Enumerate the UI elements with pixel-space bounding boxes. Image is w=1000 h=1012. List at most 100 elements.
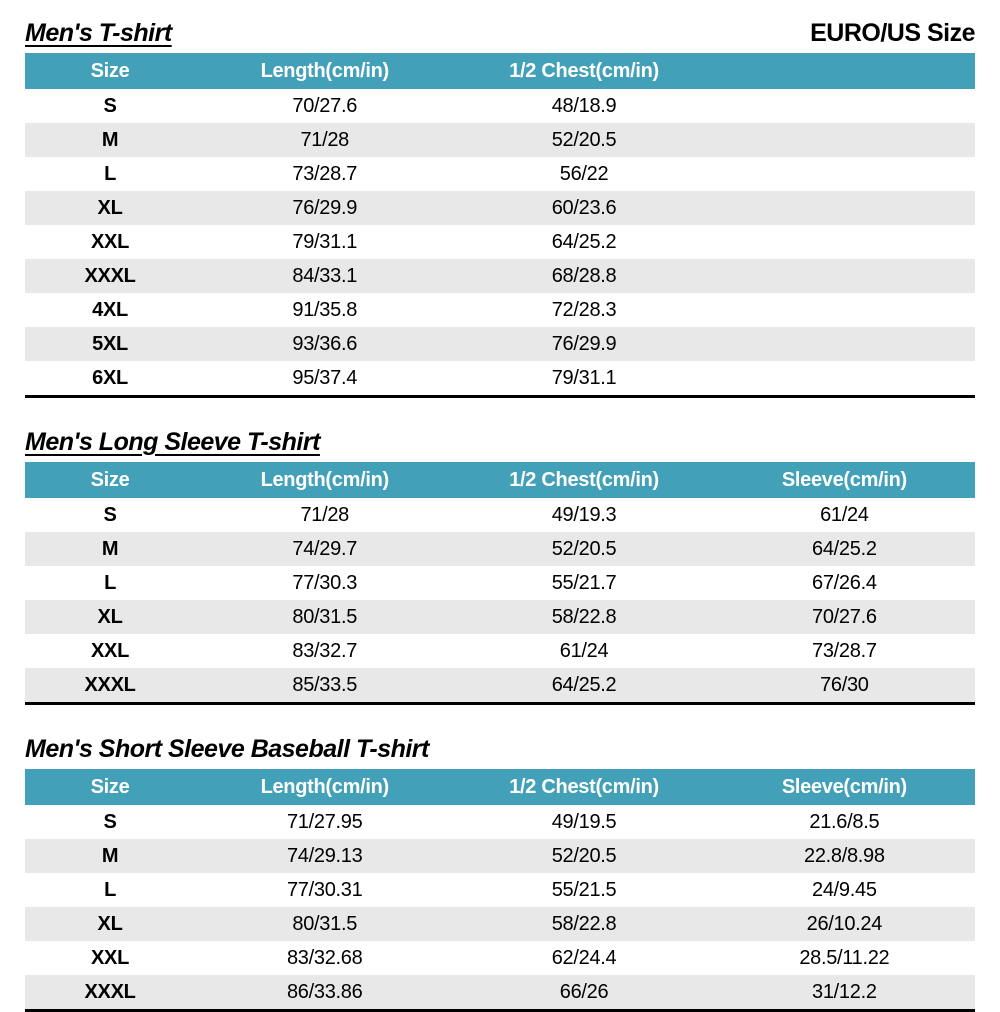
table-row: XXL 83/32.7 61/24 73/28.7 [25, 634, 975, 668]
value-cell: 71/28 [300, 128, 349, 151]
value-cell: 76/29.9 [551, 332, 617, 355]
value-cell: 70/27.6 [812, 605, 877, 628]
value-cell: 49/19.5 [551, 810, 617, 833]
value-cell: 73/28.7 [292, 162, 358, 185]
value-cell: 80/31.5 [292, 912, 358, 935]
value-cell: 67/26.4 [812, 571, 877, 594]
table-row: XL 80/31.5 58/22.8 26/10.24 [25, 907, 975, 941]
value-cell: 83/32.7 [292, 639, 358, 662]
header-cell: 1/2 Chest(cm/in) [509, 59, 659, 82]
value-cell: 66/26 [559, 980, 609, 1003]
header-cell: Length(cm/in) [260, 59, 390, 82]
table-row: XXXL 84/33.1 68/28.8 [25, 259, 975, 293]
value-cell: 77/30.3 [292, 571, 358, 594]
value-cell: 72/28.3 [551, 298, 617, 321]
value-cell: 28.5/11.22 [799, 946, 890, 969]
value-cell: 68/28.8 [551, 264, 617, 287]
size-cell: 4XL [92, 298, 128, 321]
header-cell: 1/2 Chest(cm/in) [509, 775, 659, 798]
size-cell: XL [97, 605, 123, 628]
header-cell: 1/2 Chest(cm/in) [509, 468, 659, 491]
size-cell: XXL [91, 639, 130, 662]
value-cell: 62/24.4 [551, 946, 617, 969]
mens-long-sleeve-title-row: Men's Long Sleeve T-shirt [25, 425, 975, 456]
size-cell: XXL [91, 230, 130, 253]
header-row: Size Length(cm/in) 1/2 Chest(cm/in) [25, 53, 975, 89]
size-cell: L [104, 571, 116, 594]
value-cell: 61/24 [559, 639, 609, 662]
table-row: XXXL 85/33.5 64/25.2 76/30 [25, 668, 975, 702]
value-cell: 85/33.5 [292, 673, 358, 696]
value-cell: 74/29.13 [286, 844, 363, 867]
table-row: XXL 79/31.1 64/25.2 [25, 225, 975, 259]
size-cell: S [103, 810, 117, 833]
table-row: XL 76/29.9 60/23.6 [25, 191, 975, 225]
value-cell: 64/25.2 [551, 673, 617, 696]
value-cell: 60/23.6 [551, 196, 617, 219]
size-cell: M [101, 844, 119, 867]
value-cell: 58/22.8 [551, 605, 617, 628]
value-cell: 71/27.95 [286, 810, 363, 833]
header-cell: Size [90, 775, 130, 798]
value-cell: 86/33.86 [286, 980, 363, 1003]
value-cell: 55/21.5 [551, 878, 617, 901]
value-cell: 52/20.5 [551, 844, 617, 867]
mens-long-sleeve-title: Men's Long Sleeve T-shirt [25, 427, 320, 456]
size-cell: L [104, 162, 116, 185]
table-row: M 71/28 52/20.5 [25, 123, 975, 157]
value-cell: 58/22.8 [551, 912, 617, 935]
size-cell: XL [97, 196, 123, 219]
mens-tshirt-size-table: Size Length(cm/in) 1/2 Chest(cm/in) S 70/27.… [25, 53, 975, 398]
size-cell: XXXL [84, 980, 136, 1003]
size-cell: M [101, 128, 119, 151]
value-cell: 64/25.2 [551, 230, 617, 253]
mens-baseball-tshirt-title-row: Men's Short Sleeve Baseball T-shirt [25, 732, 975, 763]
size-standard-label: EURO/US Size [810, 18, 975, 47]
size-cell: 5XL [92, 332, 128, 355]
size-cell: XXL [91, 946, 130, 969]
header-cell: Length(cm/in) [260, 468, 390, 491]
table-row: S 71/28 49/19.3 61/24 [25, 498, 975, 532]
table-row: S 71/27.95 49/19.5 21.6/8.5 [25, 805, 975, 839]
value-cell: 91/35.8 [292, 298, 358, 321]
table-row: 6XL 95/37.4 79/31.1 [25, 361, 975, 395]
value-cell: 76/30 [820, 673, 869, 696]
value-cell: 55/21.7 [551, 571, 617, 594]
table-row: M 74/29.7 52/20.5 64/25.2 [25, 532, 975, 566]
value-cell: 95/37.4 [292, 366, 358, 389]
size-cell: S [103, 94, 117, 117]
mens-tshirt-section: Men's T-shirt EURO/US Size Size Length(cm… [25, 16, 975, 398]
mens-tshirt-title-row: Men's T-shirt EURO/US Size [25, 16, 975, 47]
value-cell: 52/20.5 [551, 128, 617, 151]
size-cell: L [104, 878, 116, 901]
size-cell: XXXL [84, 673, 136, 696]
value-cell: 64/25.2 [812, 537, 877, 560]
size-cell: 6XL [92, 366, 128, 389]
value-cell: 70/27.6 [292, 94, 358, 117]
header-row: Size Length(cm/in) 1/2 Chest(cm/in) Sleeve(… [25, 462, 975, 498]
value-cell: 76/29.9 [292, 196, 358, 219]
table-row: L 77/30.31 55/21.5 24/9.45 [25, 873, 975, 907]
table-row: 4XL 91/35.8 72/28.3 [25, 293, 975, 327]
mens-long-sleeve-size-table: Size Length(cm/in) 1/2 Chest(cm/in) Sleeve(… [25, 462, 975, 705]
header-cell: Sleeve(cm/in) [781, 775, 907, 798]
value-cell: 80/31.5 [292, 605, 358, 628]
mens-baseball-tshirt-title: Men's Short Sleeve Baseball T-shirt [25, 734, 429, 763]
size-cell: XXXL [84, 264, 136, 287]
header-cell: Size [90, 59, 130, 82]
value-cell: 61/24 [820, 503, 869, 526]
value-cell: 79/31.1 [551, 366, 617, 389]
value-cell: 77/30.31 [286, 878, 363, 901]
value-cell: 79/31.1 [292, 230, 358, 253]
table-row: M 74/29.13 52/20.5 22.8/8.98 [25, 839, 975, 873]
table-row: XXL 83/32.68 62/24.4 28.5/11.22 [25, 941, 975, 975]
value-cell: 71/28 [300, 503, 349, 526]
size-cell: M [101, 537, 119, 560]
table-row: L 73/28.7 56/22 [25, 157, 975, 191]
value-cell: 52/20.5 [551, 537, 617, 560]
header-row: Size Length(cm/in) 1/2 Chest(cm/in) Sleeve(… [25, 769, 975, 805]
mens-baseball-tshirt-size-table: Size Length(cm/in) 1/2 Chest(cm/in) Sleeve(… [25, 769, 975, 1012]
header-cell: Sleeve(cm/in) [781, 468, 907, 491]
value-cell: 56/22 [559, 162, 609, 185]
value-cell: 73/28.7 [812, 639, 877, 662]
